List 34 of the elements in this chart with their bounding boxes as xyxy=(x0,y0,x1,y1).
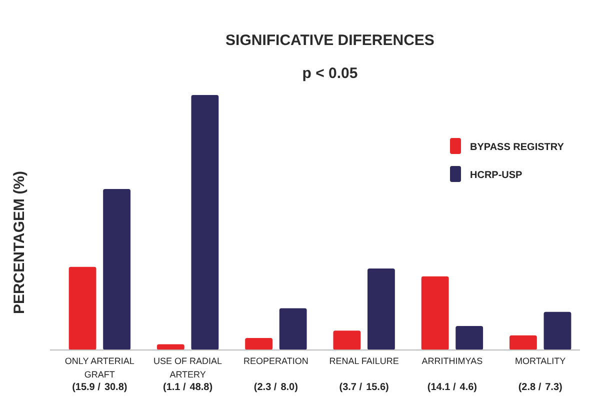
bar xyxy=(456,326,484,350)
data-label: (14.1 / xyxy=(427,382,456,393)
bar xyxy=(333,330,361,350)
data-label: 48.8) xyxy=(190,382,213,393)
bar xyxy=(367,268,395,350)
x-tick-label: ARRITHIMYAS xyxy=(422,356,483,366)
bar xyxy=(68,266,96,350)
data-label: 15.6) xyxy=(366,382,389,393)
legend-label: BYPASS REGISTRY xyxy=(470,142,564,153)
bar xyxy=(509,335,537,350)
data-label: (2.8 / xyxy=(518,382,542,393)
data-label: 8.0) xyxy=(280,382,298,393)
x-tick-label: USE OF RADIAL ARTERY xyxy=(154,356,222,380)
bar xyxy=(191,95,219,350)
data-label: (3.7 / xyxy=(339,382,362,393)
data-label: (1.1 / xyxy=(163,382,186,393)
data-label: 30.8) xyxy=(104,382,128,393)
data-label: (15.9 / xyxy=(72,382,101,393)
bar xyxy=(421,276,449,350)
chart-subtitle: p < 0.05 xyxy=(302,65,358,82)
x-tick-label: REOPERATION xyxy=(244,356,308,366)
bar xyxy=(245,338,273,350)
x-tick-label: ONLY ARTERIAL GRAFT xyxy=(64,356,134,380)
x-tick-label: MORTALITY xyxy=(514,356,566,366)
legend-label: HCRP-USP xyxy=(470,170,523,181)
y-axis-title: PERCENTAGEM (%) xyxy=(11,170,28,314)
bar xyxy=(279,308,307,350)
data-label: (2.3 / xyxy=(254,382,277,393)
x-tick-label: RENAL FAILURE xyxy=(329,356,399,366)
chart-title: SIGNIFICATIVE DIFERENCES xyxy=(226,32,434,49)
data-label: 4.6) xyxy=(460,382,477,393)
data-label: 7.3) xyxy=(545,382,562,393)
bar xyxy=(544,312,572,350)
bar xyxy=(103,189,131,350)
